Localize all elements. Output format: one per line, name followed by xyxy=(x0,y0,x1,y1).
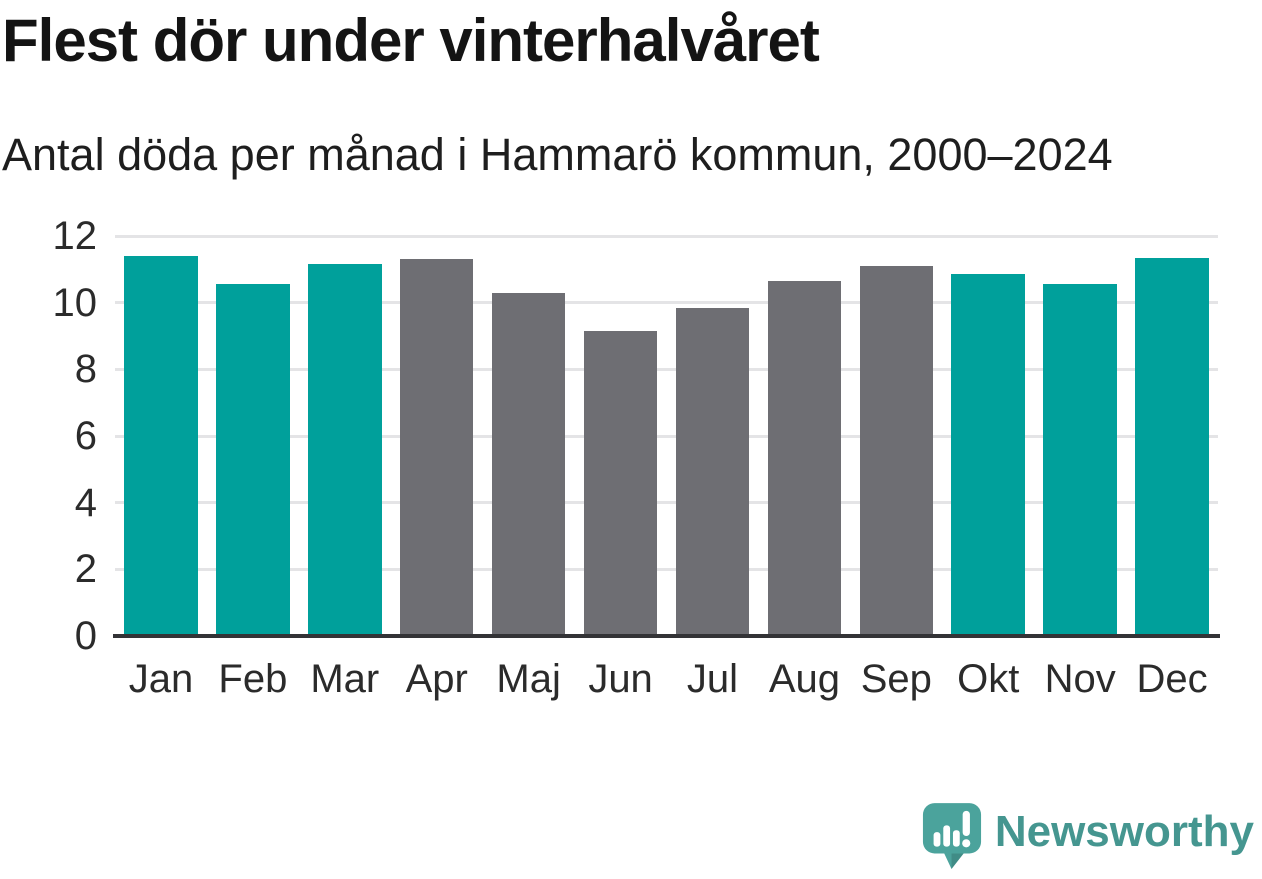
bar-apr xyxy=(399,259,474,636)
bar-jan xyxy=(124,256,198,636)
bar-band-okt xyxy=(942,236,1034,636)
bar-band-maj xyxy=(483,236,575,636)
bar-sep xyxy=(859,266,934,636)
bar-band-jan xyxy=(115,236,207,636)
gridline-12 xyxy=(115,234,1218,238)
bar-okt xyxy=(951,274,1026,636)
bar-band-mar xyxy=(299,236,391,636)
x-tick-label-jun: Jun xyxy=(588,657,653,701)
x-tick-label-nov: Nov xyxy=(1044,657,1116,701)
x-tick-label-jul: Jul xyxy=(686,657,739,701)
x-tick-label-apr: Apr xyxy=(405,657,468,701)
y-axis-labels: 0 2 4 6 8 10 12 xyxy=(0,214,98,658)
y-tick-label-2: 2 xyxy=(74,547,97,592)
bar-band-dec xyxy=(1126,236,1218,636)
y-tick-label-8: 8 xyxy=(74,347,97,392)
bar-band-apr xyxy=(391,236,483,636)
brand-name: Newsworthy xyxy=(994,807,1254,856)
x-axis-line xyxy=(113,634,1220,638)
x-tick-label-sep: Sep xyxy=(860,657,932,701)
y-tick-label-6: 6 xyxy=(74,414,97,458)
x-tick-label-mar: Mar xyxy=(310,657,380,701)
gridline-8 xyxy=(115,367,1218,371)
y-tick-label-10: 10 xyxy=(52,280,98,325)
y-tick-label-12: 12 xyxy=(52,214,98,258)
bar-chart-plot xyxy=(113,234,1220,638)
bar-mar xyxy=(308,264,382,636)
newsworthy-logo-icon xyxy=(922,803,981,869)
bar-nov xyxy=(1043,284,1117,636)
chart-title: Flest dör under vinterhalvåret xyxy=(2,7,820,74)
bar-band-nov xyxy=(1034,236,1126,636)
x-tick-label-feb: Feb xyxy=(218,657,288,701)
gridline-10 xyxy=(115,301,1218,305)
bar-jun xyxy=(583,331,658,636)
x-tick-label-dec: Dec xyxy=(1136,657,1208,701)
x-tick-label-jan: Jan xyxy=(128,657,194,701)
bar-dec xyxy=(1135,257,1209,636)
gridline-2 xyxy=(115,567,1218,571)
bars-container xyxy=(115,236,1218,636)
y-tick-label-4: 4 xyxy=(74,480,97,525)
bar-maj xyxy=(491,292,566,636)
y-tick-label-0: 0 xyxy=(74,614,97,658)
bar-band-jun xyxy=(575,236,667,636)
x-axis-labels: Jan Feb Mar Apr Maj Jun Jul Aug Sep Okt Nov Dec xyxy=(115,654,1218,704)
gridline-6 xyxy=(115,434,1218,438)
bar-aug xyxy=(767,281,842,636)
brand-footer: Newsworthy xyxy=(921,801,1254,871)
gridline-4 xyxy=(115,501,1218,505)
bar-band-jul xyxy=(667,236,759,636)
x-tick-label-maj: Maj xyxy=(496,657,561,701)
bar-band-feb xyxy=(207,236,299,636)
bar-jul xyxy=(675,307,750,636)
chart-subtitle: Antal döda per månad i Hammarö kommun, 2… xyxy=(2,129,1113,180)
x-tick-label-okt: Okt xyxy=(957,657,1020,701)
x-tick-label-aug: Aug xyxy=(768,657,840,701)
bar-feb xyxy=(216,284,290,636)
bar-band-aug xyxy=(758,236,850,636)
bar-band-sep xyxy=(850,236,942,636)
